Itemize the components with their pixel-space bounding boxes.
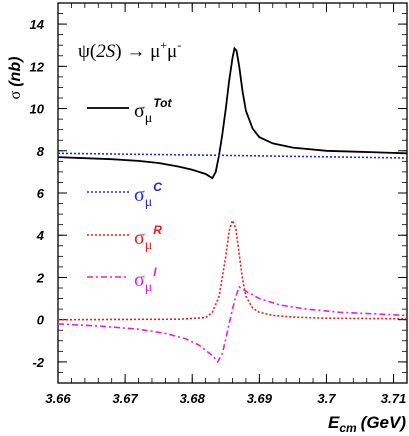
legend-label-r: σμR xyxy=(134,223,162,253)
x-tick-label: 3.7 xyxy=(317,391,336,406)
x-tick-label: 3.71 xyxy=(381,391,406,406)
series-line-r xyxy=(57,218,408,321)
series-line-tot xyxy=(57,46,408,180)
y-axis-label: σ(nb) xyxy=(7,57,24,100)
x-tick-label: 3.66 xyxy=(45,391,71,406)
y-tick-label: -2 xyxy=(32,355,44,370)
series-line-c xyxy=(57,152,408,159)
y-tick-label: 0 xyxy=(37,313,45,328)
legend-label-i: σμI xyxy=(134,265,157,295)
y-tick-label: 10 xyxy=(30,102,45,117)
y-tick-label: 2 xyxy=(36,270,45,285)
y-tick-label: 8 xyxy=(37,144,45,159)
series-lines xyxy=(57,46,408,364)
x-axis-label: Ecm (GeV) xyxy=(328,413,406,435)
legend: σμTot σμC σμR σμI xyxy=(87,96,173,295)
y-tick-label: 14 xyxy=(30,17,45,32)
series-line-i xyxy=(57,285,408,364)
legend-label-c: σμC xyxy=(134,180,162,210)
x-tick-label: 3.69 xyxy=(247,391,273,406)
y-tick-label: 4 xyxy=(36,228,45,243)
y-tick-label: 6 xyxy=(37,186,45,201)
x-tick-label: 3.67 xyxy=(112,391,138,406)
y-tick-label: 12 xyxy=(30,59,45,74)
x-tick-label: 3.68 xyxy=(180,391,206,406)
axis-ticks: 3.66 3.67 3.68 3.69 3.7 3.71 -2 0 2 4 6 8 10 12 14 xyxy=(30,2,408,406)
legend-label-tot: σμTot xyxy=(134,96,173,126)
chart-title: ψ(2S) → μ+μ- xyxy=(78,38,181,62)
